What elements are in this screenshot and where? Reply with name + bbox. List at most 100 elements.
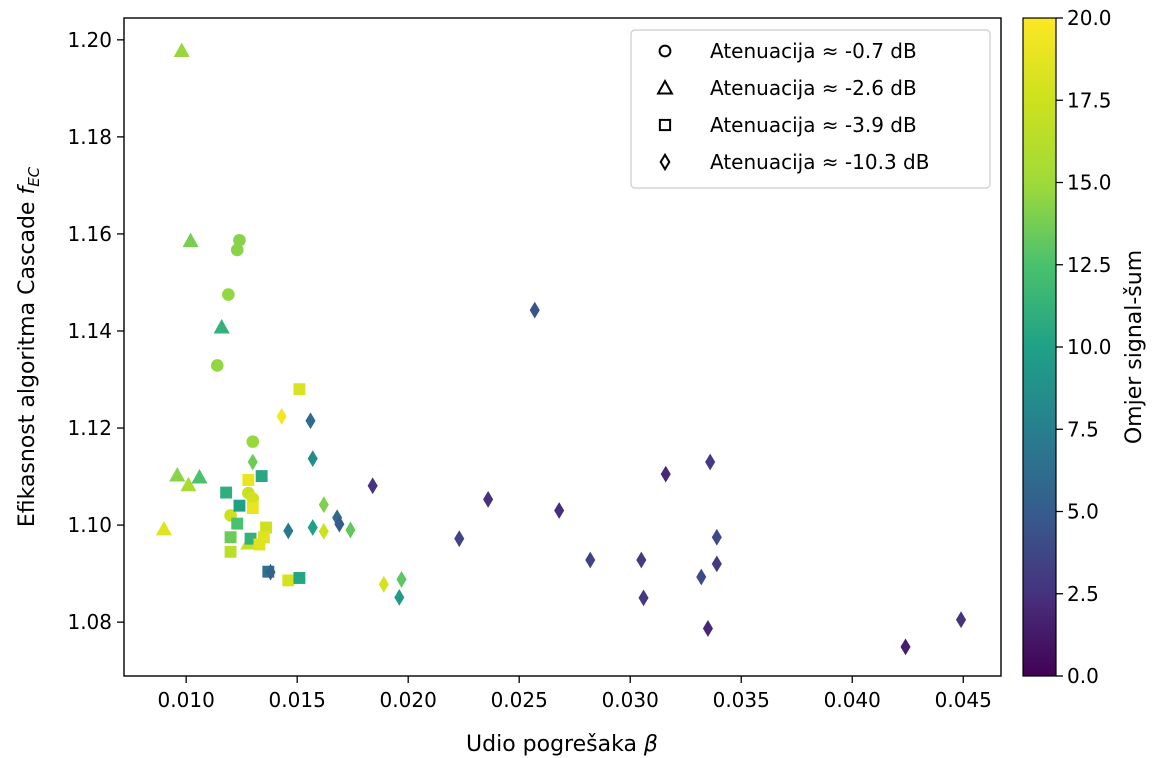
diamond-point-24 xyxy=(378,575,389,593)
diamond-point-18 xyxy=(711,528,722,546)
y-tick-label: 1.10 xyxy=(67,513,112,537)
square-point-6 xyxy=(231,517,244,530)
diamond-point-10 xyxy=(554,502,565,519)
diamond-point-15 xyxy=(283,522,294,540)
diamond-point-25 xyxy=(394,588,405,606)
legend: Atenuacija ≈ -0.7 dB Atenuacija ≈ -2.6 dB… xyxy=(630,29,991,189)
diamond-point-1 xyxy=(276,407,287,425)
x-tick-label: 0.015 xyxy=(269,688,326,712)
colorbar-tick-label: 2.5 xyxy=(1067,582,1099,606)
diamond-point-27 xyxy=(702,620,713,637)
diamond-point-26 xyxy=(638,589,649,607)
colorbar-tick-label: 10.0 xyxy=(1067,335,1112,359)
colorbar-gradient xyxy=(1022,17,1057,677)
square-point-14 xyxy=(282,574,295,587)
y-tick-label: 1.16 xyxy=(67,222,112,246)
diamond-point-7 xyxy=(367,477,378,495)
diamond-point-20 xyxy=(636,551,647,569)
square-point-9 xyxy=(257,531,270,544)
circle-point-4 xyxy=(246,435,260,448)
diamond-point-0 xyxy=(529,301,540,319)
diamond-point-6 xyxy=(660,465,671,483)
legend-circle-marker xyxy=(658,44,672,58)
diamond-point-17 xyxy=(454,530,465,548)
square-point-3 xyxy=(220,486,233,499)
legend-triangle-marker xyxy=(656,79,674,95)
colorbar-tick-label: 17.5 xyxy=(1067,88,1112,112)
triangle-point-3 xyxy=(169,467,186,482)
diamond-point-14 xyxy=(345,521,356,539)
colorbar-tick-label: 0.0 xyxy=(1067,664,1099,688)
y-axis-ticks: 1.08 1.10 1.12 1.14 1.16 1.18 1.20 xyxy=(67,28,124,634)
colorbar-label: Omjer signal-šum xyxy=(1122,250,1147,444)
diamond-point-19 xyxy=(585,551,596,569)
square-point-2 xyxy=(242,474,255,486)
legend-square-marker xyxy=(658,118,672,132)
square-point-10 xyxy=(244,532,257,545)
square-point-1 xyxy=(255,470,268,483)
diamond-point-2 xyxy=(305,412,316,430)
y-tick-label: 1.08 xyxy=(67,610,112,634)
x-tick-label: 0.040 xyxy=(824,688,881,712)
diamond-point-13 xyxy=(307,519,318,536)
colorbar-tick-label: 12.5 xyxy=(1067,253,1112,277)
plot-frame xyxy=(123,17,1002,677)
colorbar-tick-label: 15.0 xyxy=(1067,171,1112,195)
circle-point-1 xyxy=(230,243,244,257)
square-point-15 xyxy=(293,572,306,584)
x-axis-ticks: 0.010 0.015 0.020 0.025 0.030 0.035 0.040 0.045 xyxy=(158,676,992,712)
legend-label: Atenuacija ≈ -3.9 dB xyxy=(710,113,917,137)
colorbar-tick-label: 20.0 xyxy=(1067,6,1112,30)
triangle-point-5 xyxy=(180,476,197,492)
square-point-5 xyxy=(246,502,259,515)
triangle-point-0 xyxy=(173,42,190,57)
square-point-4 xyxy=(233,499,246,512)
square-point-11 xyxy=(253,538,266,551)
circle-point-3 xyxy=(210,359,224,372)
legend-label: Atenuacija ≈ -0.7 dB xyxy=(710,39,917,63)
colorbar-tick-label: 7.5 xyxy=(1067,417,1099,441)
diamond-point-16 xyxy=(318,522,329,540)
diamond-point-9 xyxy=(318,496,329,514)
y-axis-label: Efikasnost algoritma Cascade fEC xyxy=(15,166,43,527)
diamond-point-28 xyxy=(955,611,967,629)
diamond-point-29 xyxy=(900,638,911,656)
y-tick-label: 1.14 xyxy=(67,319,112,343)
colorbar-tick-label: 5.0 xyxy=(1067,500,1099,524)
triangle-point-4 xyxy=(191,468,208,484)
legend-diamond-marker xyxy=(659,152,671,172)
square-point-12 xyxy=(224,545,237,558)
y-tick-label: 1.18 xyxy=(67,125,112,149)
legend-box xyxy=(630,29,991,189)
square-point-0 xyxy=(293,383,306,396)
circle-point-0 xyxy=(233,233,246,247)
x-tick-label: 0.035 xyxy=(713,688,770,712)
legend-label: Atenuacija ≈ -2.6 dB xyxy=(710,76,917,100)
diamond-point-4 xyxy=(247,453,258,471)
diamond-point-30 xyxy=(265,563,276,581)
square-point-7 xyxy=(260,521,273,534)
x-tick-label: 0.030 xyxy=(602,688,659,712)
triangle-point-1 xyxy=(182,232,199,248)
triangle-point-2 xyxy=(213,319,230,334)
y-tick-label: 1.20 xyxy=(67,28,112,52)
diamond-point-12 xyxy=(334,515,345,533)
x-tick-label: 0.025 xyxy=(491,688,548,712)
data-points xyxy=(155,42,967,656)
y-tick-label: 1.12 xyxy=(67,416,112,440)
diamond-point-3 xyxy=(307,450,318,468)
legend-label: Atenuacija ≈ -10.3 dB xyxy=(710,150,929,174)
x-tick-label: 0.045 xyxy=(935,688,992,712)
diamond-point-21 xyxy=(711,555,722,573)
square-point-8 xyxy=(224,531,237,544)
colorbar: 0.0 2.5 5.0 7.5 10.0 12.5 15.0 17.5 20.0 Omjer s… xyxy=(1022,6,1147,688)
diamond-point-8 xyxy=(483,490,494,508)
diamond-point-23 xyxy=(396,571,407,588)
x-tick-label: 0.020 xyxy=(380,688,437,712)
x-axis-label: Udio pogrešaka β xyxy=(466,732,658,757)
diamond-point-5 xyxy=(705,453,716,471)
x-tick-label: 0.010 xyxy=(158,688,215,712)
diamond-point-22 xyxy=(696,568,707,586)
circle-point-2 xyxy=(222,288,235,301)
